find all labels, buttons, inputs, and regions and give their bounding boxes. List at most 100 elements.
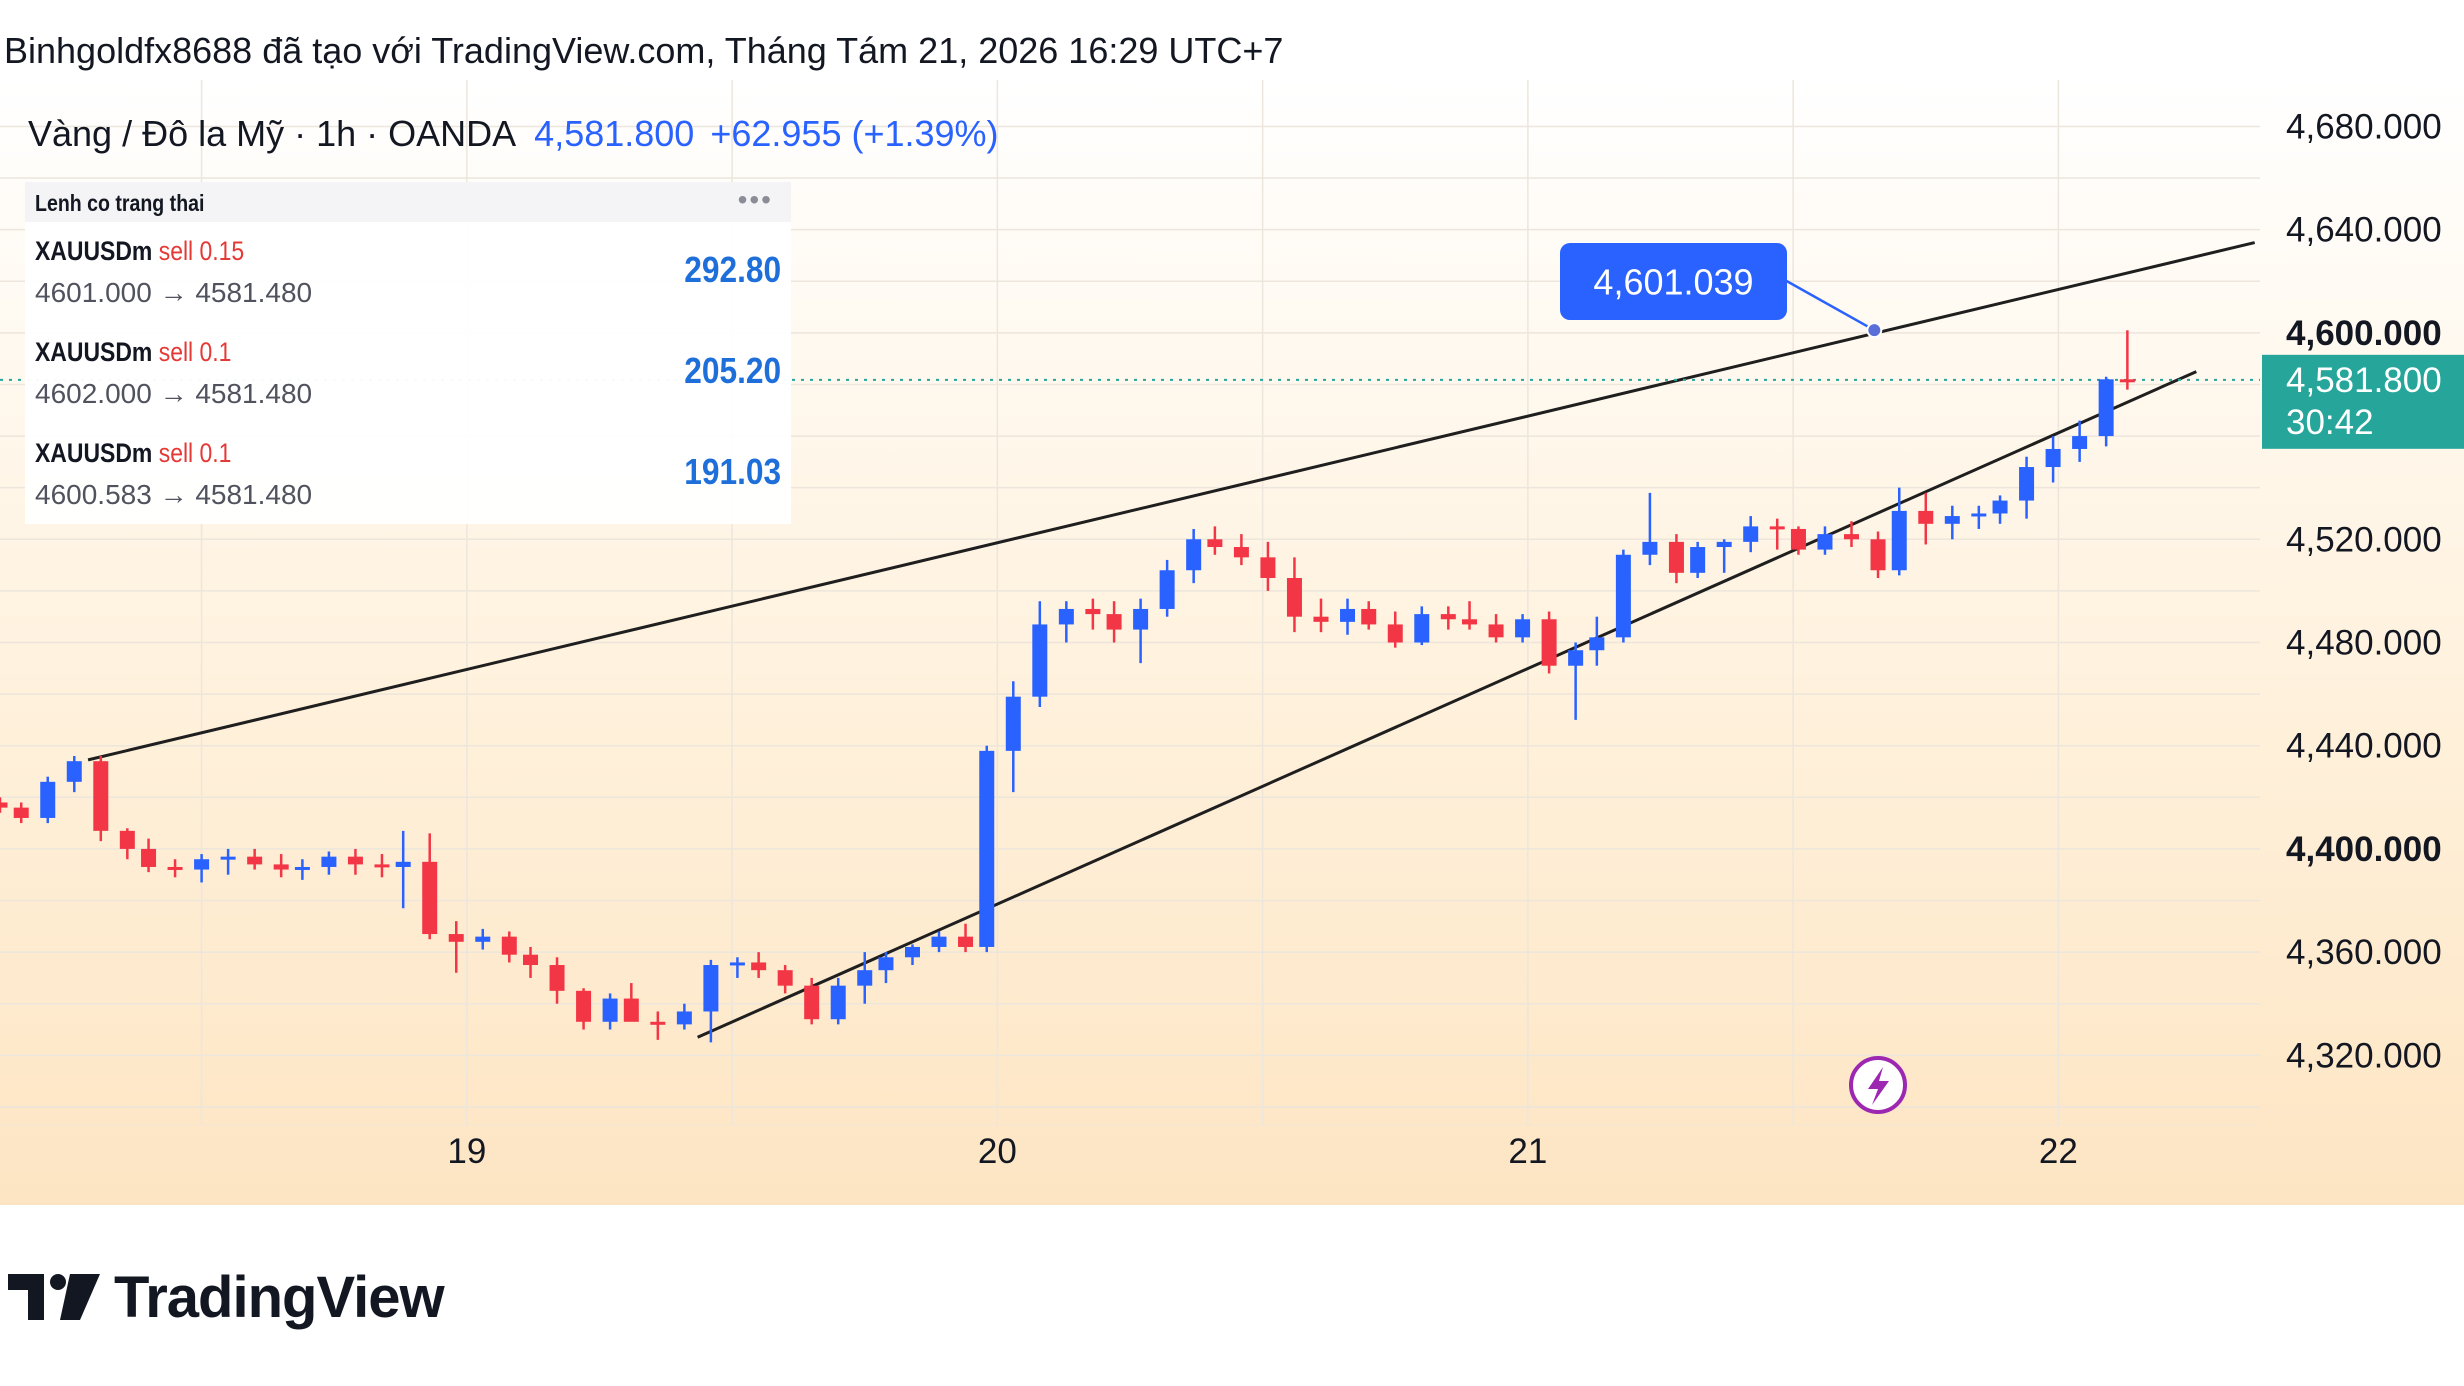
candle[interactable] bbox=[1992, 495, 2008, 524]
candle[interactable] bbox=[1313, 598, 1329, 633]
candle[interactable] bbox=[1133, 598, 1149, 664]
candle[interactable] bbox=[1361, 601, 1377, 630]
candle[interactable] bbox=[676, 1003, 692, 1030]
candle[interactable] bbox=[1286, 557, 1302, 633]
candle[interactable] bbox=[523, 946, 539, 978]
candle[interactable] bbox=[904, 944, 920, 966]
candle[interactable] bbox=[347, 848, 363, 875]
candle[interactable] bbox=[141, 838, 157, 873]
trendline-upper[interactable] bbox=[87, 241, 2256, 762]
candle[interactable] bbox=[857, 952, 873, 1004]
candle[interactable] bbox=[247, 848, 263, 870]
more-dots-icon[interactable]: ••• bbox=[737, 184, 773, 215]
candle[interactable] bbox=[1340, 598, 1356, 635]
candle[interactable] bbox=[475, 928, 491, 950]
candle[interactable] bbox=[878, 952, 894, 984]
candle[interactable] bbox=[931, 931, 947, 953]
candle[interactable] bbox=[2019, 456, 2035, 519]
candle[interactable] bbox=[1462, 601, 1478, 630]
tradingview-logo[interactable]: TradingView bbox=[8, 1262, 445, 1332]
candle[interactable] bbox=[2119, 330, 2135, 390]
candle[interactable] bbox=[729, 957, 745, 978]
candle[interactable] bbox=[777, 965, 793, 994]
candle[interactable] bbox=[1716, 539, 1732, 573]
candle[interactable] bbox=[703, 959, 719, 1043]
callout-box[interactable] bbox=[1560, 243, 1787, 320]
chart-area[interactable]: 4,601.039 19 20 21 22 4,680.000 4,640.000 4,6… bbox=[0, 80, 2464, 1205]
candle[interactable] bbox=[1743, 516, 1759, 553]
candle[interactable] bbox=[1058, 601, 1074, 643]
candle[interactable] bbox=[13, 802, 29, 824]
candle[interactable] bbox=[93, 756, 109, 842]
candle[interactable] bbox=[650, 1011, 666, 1040]
candle[interactable] bbox=[1106, 601, 1122, 643]
candle[interactable] bbox=[1387, 611, 1403, 648]
candle[interactable] bbox=[1615, 549, 1631, 643]
candle[interactable] bbox=[1944, 505, 1960, 540]
candle[interactable] bbox=[1032, 601, 1048, 707]
candle[interactable] bbox=[2098, 376, 2114, 447]
order-row[interactable]: XAUUSDm sell 0.15 4601.000 → 4581.480 29… bbox=[25, 222, 791, 323]
candle[interactable] bbox=[602, 993, 618, 1030]
candle[interactable] bbox=[751, 952, 767, 978]
order-row[interactable]: XAUUSDm sell 0.1 4602.000 → 4581.480 205… bbox=[25, 323, 791, 424]
candle[interactable] bbox=[1971, 505, 1987, 529]
candle[interactable] bbox=[1207, 526, 1223, 555]
candle[interactable] bbox=[220, 848, 236, 875]
candle[interactable] bbox=[1790, 526, 1806, 555]
candle[interactable] bbox=[395, 830, 411, 909]
price-callout[interactable]: 4,601.039 bbox=[1560, 243, 1883, 339]
candle[interactable] bbox=[958, 923, 974, 953]
candle[interactable] bbox=[1440, 606, 1456, 630]
candle[interactable] bbox=[1260, 541, 1276, 591]
candle[interactable] bbox=[1414, 606, 1430, 646]
candle[interactable] bbox=[167, 859, 183, 878]
candle[interactable] bbox=[448, 921, 464, 973]
candle[interactable] bbox=[576, 988, 592, 1030]
candle[interactable] bbox=[1817, 526, 1833, 555]
candle[interactable] bbox=[294, 859, 310, 880]
candle[interactable] bbox=[1918, 492, 1934, 545]
candle[interactable] bbox=[1769, 518, 1785, 550]
candle[interactable] bbox=[1690, 541, 1706, 578]
candle[interactable] bbox=[2072, 420, 2088, 462]
candle[interactable] bbox=[2045, 436, 2061, 483]
candle[interactable] bbox=[830, 977, 846, 1025]
candle[interactable] bbox=[194, 854, 210, 883]
candle[interactable] bbox=[501, 931, 517, 963]
lightning-bolt-icon[interactable] bbox=[1849, 1056, 1907, 1114]
candle[interactable] bbox=[374, 854, 390, 878]
candles[interactable] bbox=[0, 330, 2135, 1043]
candle[interactable] bbox=[1668, 534, 1684, 584]
candle[interactable] bbox=[1159, 559, 1175, 617]
price-chart[interactable]: 4,601.039 19 20 21 22 4,680.0004,640.0004,6… bbox=[0, 80, 2464, 1205]
candle[interactable] bbox=[1844, 521, 1860, 548]
candle[interactable] bbox=[1870, 531, 1886, 578]
trendlines[interactable] bbox=[87, 241, 2256, 1039]
candle[interactable] bbox=[1186, 528, 1202, 584]
candle[interactable] bbox=[979, 745, 995, 953]
candle[interactable] bbox=[0, 797, 8, 813]
candle[interactable] bbox=[623, 983, 639, 1022]
candle[interactable] bbox=[1515, 614, 1531, 643]
candle[interactable] bbox=[549, 957, 565, 1004]
candle[interactable] bbox=[1642, 492, 1658, 566]
candle[interactable] bbox=[804, 977, 820, 1025]
symbol-name[interactable]: Vàng / Đô la Mỹ · 1h · OANDA bbox=[28, 113, 517, 154]
candle[interactable] bbox=[40, 776, 56, 824]
candle[interactable] bbox=[1005, 681, 1021, 793]
callout-anchor-dot[interactable] bbox=[1866, 322, 1883, 339]
candle[interactable] bbox=[1233, 534, 1249, 566]
candle[interactable] bbox=[273, 854, 289, 878]
candle[interactable] bbox=[1541, 611, 1557, 674]
candle[interactable] bbox=[1568, 642, 1584, 720]
candle[interactable] bbox=[1589, 616, 1605, 666]
order-row[interactable]: XAUUSDm sell 0.1 4600.583 → 4581.480 191… bbox=[25, 424, 791, 525]
candle[interactable] bbox=[119, 828, 135, 860]
candle[interactable] bbox=[1488, 614, 1504, 643]
candle[interactable] bbox=[422, 833, 438, 940]
candle[interactable] bbox=[1891, 487, 1907, 576]
trendline-lower[interactable] bbox=[697, 370, 2197, 1039]
candle[interactable] bbox=[66, 756, 82, 793]
candle[interactable] bbox=[1085, 598, 1101, 630]
